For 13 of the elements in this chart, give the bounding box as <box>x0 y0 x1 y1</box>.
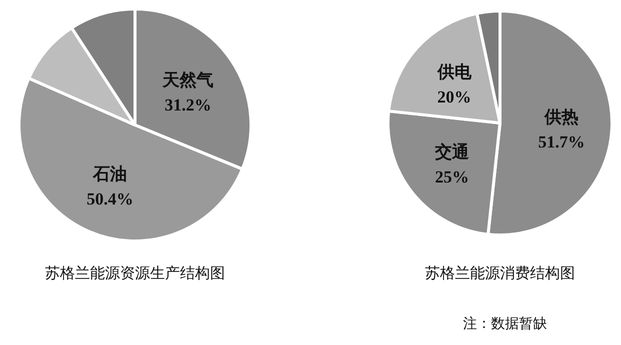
slice-label: 供电 <box>436 62 472 83</box>
data-label: 51.7% <box>538 132 585 152</box>
text: 注：数据暂缺 <box>463 316 547 332</box>
data-label: 50.4% <box>86 190 134 209</box>
slice-label: 供热 <box>544 107 579 128</box>
text: 苏格兰能源资源生产结构图 <box>45 264 225 282</box>
slice-label: 石油 <box>92 164 128 185</box>
text: 苏格兰能源消费结构图 <box>425 264 575 282</box>
slice-label: 天然气 <box>161 70 214 90</box>
slice-label: 交通 <box>434 142 470 163</box>
data-label: 20% <box>437 88 472 107</box>
data-label: 25% <box>435 168 470 187</box>
data-label: 31.2% <box>164 95 212 114</box>
